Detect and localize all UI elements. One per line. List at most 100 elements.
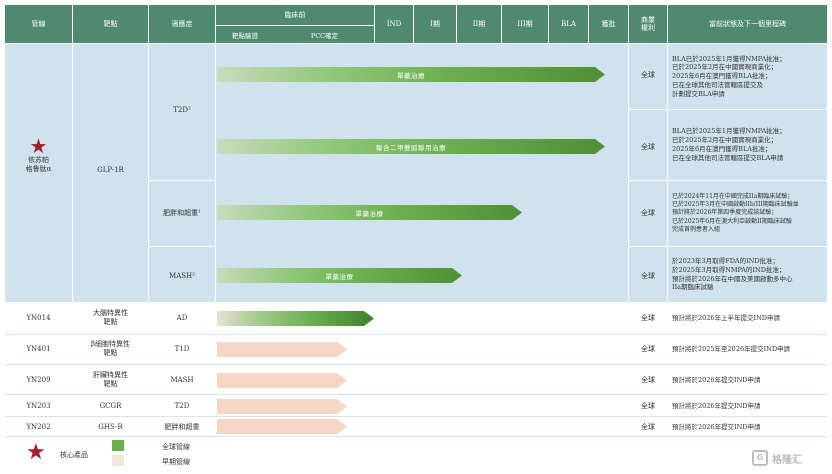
pipeline-note-yn202: 預計將於2026年提交IND申請 — [672, 422, 761, 431]
pipeline-rights-yn401: 全球 — [641, 344, 655, 353]
core-status-note-3: 於2023年3月取得FDA的IND批准； 於2025年3月取得NMPA的IND批… — [668, 247, 827, 302]
note-line: 已在全球其他司法管轄區提交BLA申請 — [672, 153, 784, 162]
core-product-target: GLP-1R — [97, 165, 124, 174]
progress-bar-core-0: 單藥治療 — [217, 67, 605, 82]
core-col-divider — [667, 44, 668, 302]
core-col-divider — [628, 44, 629, 302]
pipeline-name-yn014: YN014 — [26, 313, 51, 322]
core-col-divider — [215, 44, 216, 302]
core-star-icon: ★ — [29, 134, 48, 159]
pipeline-name-yn401: YN401 — [26, 344, 51, 353]
header-phase3: III期 — [502, 5, 548, 43]
header-preclinical-sub — [216, 26, 374, 43]
legend-early-label: 早期管線 — [162, 458, 190, 466]
core-product-name-line1: 依苏帕 — [28, 156, 49, 165]
core-rights-1: 全球 — [641, 142, 655, 151]
core-status-note-0: BLA已於2025年1月獲得NMPA批准； 已於2025年2月在中國實現商業化；… — [668, 44, 827, 109]
note-line: BLA已於2025年1月獲得NMPA批准； — [672, 127, 786, 136]
progress-bar-label: 單藥治療 — [325, 272, 354, 281]
progress-bar-core-1: 聯合二甲雙胍聯用治療 — [217, 139, 605, 154]
pipeline-note-yn014: 預計將於2026年上半年提交IND申請 — [672, 313, 781, 322]
pipeline-target-yn401: β細胞特異性 靶點 — [90, 340, 131, 357]
indication-t2d: T2D² — [173, 105, 191, 114]
header-pipeline: 管線 — [5, 5, 72, 43]
note-line: 於2025年3月取得NMPA的IND批准； — [672, 265, 786, 274]
core-row-divider — [629, 180, 827, 181]
core-row-divider — [149, 180, 216, 181]
progress-bar-label: 單藥治療 — [355, 209, 384, 218]
note-line: 計劃提交BLA申請 — [672, 89, 725, 98]
progress-bar-core-3: 單藥治療 — [217, 268, 462, 283]
legend-global-label: 全球管線 — [162, 443, 190, 451]
note-line: IIa期臨床試驗 — [672, 283, 714, 292]
indication-obesity: 肥胖和超重¹ — [163, 208, 201, 217]
header-ind: IND — [375, 5, 413, 43]
header-approved: 獲批 — [589, 5, 628, 43]
pipeline-target-yn209: 肝臟特異性 靶點 — [93, 371, 128, 388]
pipeline-indication-yn014: AD — [176, 313, 188, 322]
note-line: 已於2025年3月在中國啟動IIb/III期臨床試驗並 — [672, 201, 799, 209]
header-bla: BLA — [549, 5, 588, 43]
legend-star-icon: ★ — [26, 440, 46, 465]
pipeline-indication-yn203: T2D — [174, 401, 190, 410]
watermark-logo: G 格隆汇 — [752, 449, 828, 467]
watermark-text: 格隆汇 — [772, 454, 802, 466]
progress-bar-label: 單藥治療 — [397, 71, 425, 80]
progress-bar-yn209 — [217, 373, 347, 388]
core-product-name: ★ 依苏帕 格鲁肽α — [5, 130, 72, 180]
core-row-divider — [629, 109, 827, 110]
pipeline-target-yn202: GHS-R — [98, 422, 123, 431]
core-rights-0: 全球 — [641, 70, 655, 79]
core-row-divider — [629, 246, 827, 247]
note-line: 完成首例患者入組 — [672, 225, 721, 233]
progress-bar-yn014 — [217, 311, 374, 326]
progress-bar-yn401 — [217, 342, 347, 357]
note-line: 已於2025年6月在澳大利亞啟動II期臨床試驗 — [672, 217, 792, 225]
legend-global-swatch — [112, 440, 124, 451]
pipeline-rights-yn014: 全球 — [641, 313, 655, 322]
core-col-divider — [72, 44, 73, 302]
header-phase1: I期 — [414, 5, 456, 43]
pipeline-target-yn014: 大腦特異性 靶點 — [93, 309, 128, 326]
note-line: 於2023年3月取得FDA的IND批准； — [672, 256, 780, 265]
header-preclinical: 臨床前 — [216, 5, 374, 25]
progress-bar-core-2: 單藥治療 — [217, 205, 522, 220]
core-rights-3: 全球 — [641, 271, 655, 280]
header-rights-line2: 權利 — [641, 24, 655, 32]
core-status-note-1: BLA已於2025年1月獲得NMPA批准； 已於2025年2月在中國實現商業化；… — [668, 110, 827, 180]
progress-bar-yn202 — [217, 419, 347, 434]
watermark-g-icon: G — [752, 450, 768, 466]
note-line: 2025年6月在澳門獲得BLA批准； — [672, 145, 772, 153]
pipeline-rights-yn202: 全球 — [641, 422, 655, 431]
core-product-name-line2: 格鲁肽α — [25, 165, 52, 173]
note-line: 已於2025年2月在中國實現商業化； — [672, 136, 778, 145]
note-line: 預計將於2026年第四季度完成該試驗； — [672, 209, 778, 217]
pipeline-note-yn209: 預計將於2026年提交IND申請 — [672, 375, 761, 384]
note-line: 2025年6月在澳門獲得BLA批准； — [672, 72, 772, 81]
row-divider — [5, 436, 827, 437]
header-rights: 商業 權利 — [629, 5, 667, 43]
pipeline-rights-yn203: 全球 — [641, 401, 655, 410]
pipeline-note-yn203: 預計將於2026年提交IND申請 — [672, 401, 761, 410]
note-line: 已在全球其他司法管轄區提交及 — [672, 80, 763, 89]
header-pcc: PCC確定 — [310, 31, 339, 40]
pipeline-name-yn203: YN203 — [26, 401, 51, 410]
header-phase2: II期 — [457, 5, 501, 43]
row-divider — [5, 364, 827, 365]
pipeline-indication-yn209: MASH — [170, 375, 194, 384]
header-rights-line1: 商業 — [641, 15, 655, 24]
note-line: 已於2024年11月在中國完成IIa期臨床試驗； — [672, 193, 794, 201]
pipeline-name-yn202: YN202 — [26, 422, 51, 431]
row-divider — [5, 416, 827, 417]
core-status-note-2: 已於2024年11月在中國完成IIa期臨床試驗； 已於2025年3月在中國啟動I… — [668, 181, 827, 246]
indication-mash: MASH² — [169, 271, 195, 280]
pipeline-name-yn209: YN209 — [26, 375, 51, 384]
note-line: 預計將於2026年在中國及美國啟動多中心 — [672, 274, 793, 283]
core-rights-2: 全球 — [641, 208, 655, 217]
pipeline-note-yn401: 預計將於2025年至2026年提交IND申請 — [672, 344, 791, 353]
progress-bar-label: 聯合二甲雙胍聯用治療 — [376, 143, 446, 152]
note-line: BLA已於2025年1月獲得NMPA批准； — [672, 54, 786, 63]
header-target-validation: 靶點驗證 — [232, 31, 258, 40]
core-product-background — [5, 44, 827, 302]
header-target: 靶點 — [73, 5, 148, 43]
